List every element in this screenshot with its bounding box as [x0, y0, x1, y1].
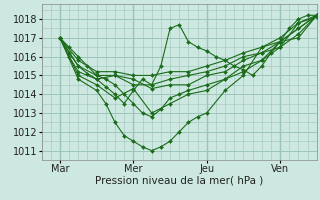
X-axis label: Pression niveau de la mer( hPa ): Pression niveau de la mer( hPa )	[95, 176, 263, 186]
